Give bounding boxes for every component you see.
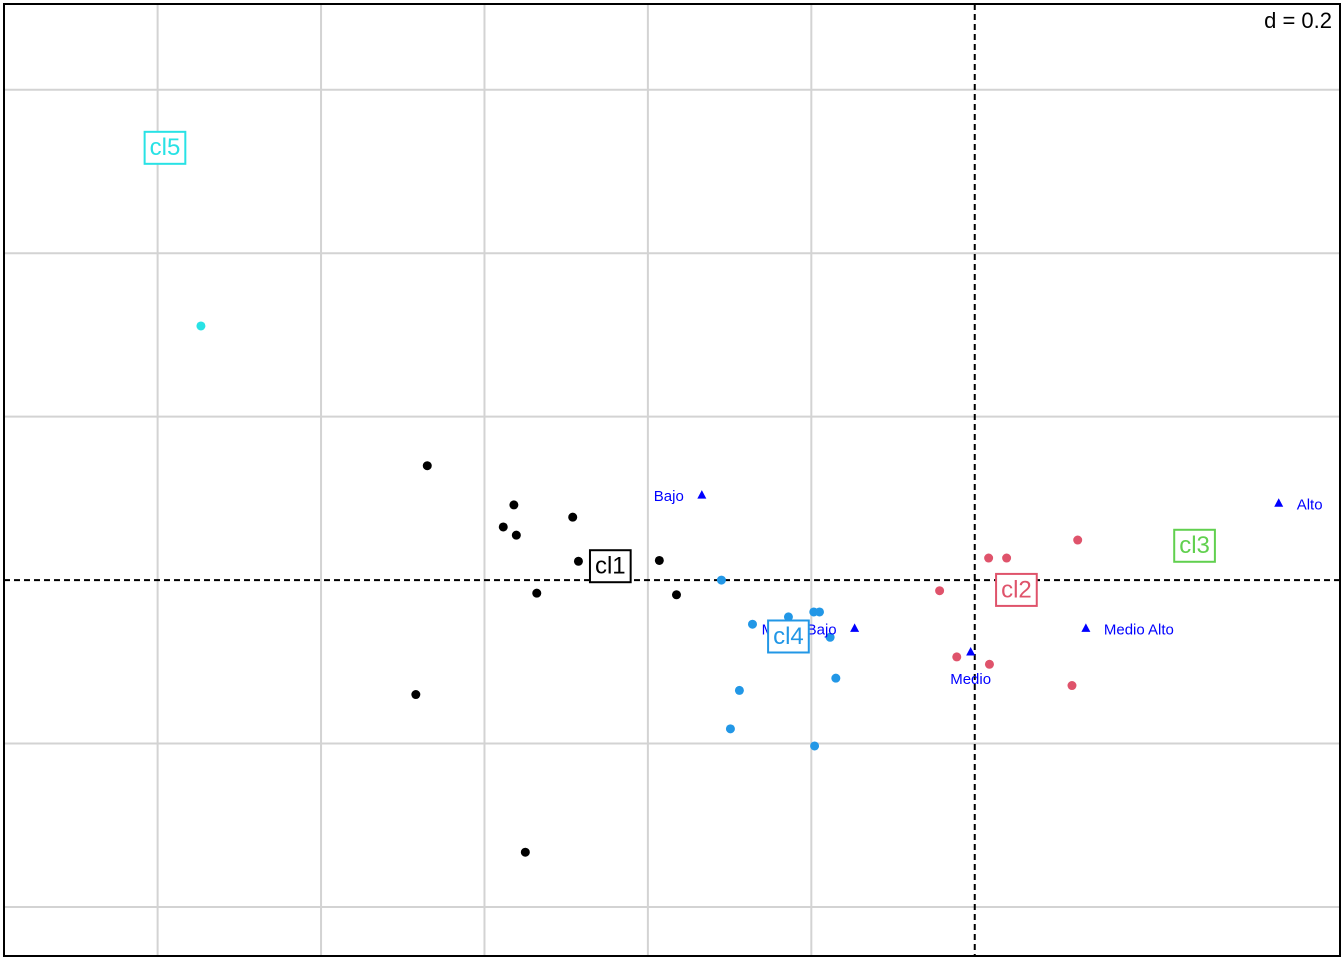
point	[568, 512, 578, 522]
point	[1073, 535, 1083, 545]
level-point	[850, 623, 860, 632]
class-label-box	[143, 130, 187, 165]
point	[716, 575, 726, 585]
point	[984, 553, 994, 563]
point	[573, 556, 583, 566]
scale-annotation: d = 0.2	[1264, 8, 1332, 33]
point	[654, 555, 664, 565]
point	[783, 612, 793, 622]
point	[725, 724, 735, 734]
point	[1002, 553, 1012, 563]
point	[1067, 681, 1077, 691]
point	[810, 741, 820, 751]
class-label-box	[995, 572, 1038, 607]
level-label: Alto	[1297, 496, 1323, 513]
level-label: Medio Alto	[1104, 621, 1174, 638]
level-label: Bajo	[654, 488, 684, 505]
point	[422, 461, 432, 471]
plot-border	[3, 3, 1341, 957]
level-point	[1081, 623, 1091, 632]
marks	[196, 321, 1284, 857]
class-label: cl4	[773, 623, 804, 650]
class-label-box	[1173, 528, 1216, 563]
class-label-box	[767, 619, 810, 654]
level-point	[966, 647, 976, 656]
point	[814, 607, 824, 617]
point	[734, 685, 744, 695]
point	[825, 632, 835, 642]
level-point	[1274, 498, 1284, 507]
point	[831, 673, 841, 683]
level-label: Medio	[950, 671, 991, 688]
point	[671, 590, 681, 600]
class-label: cl5	[150, 134, 181, 161]
point	[509, 500, 519, 510]
point	[511, 530, 521, 540]
point	[498, 522, 508, 532]
point	[935, 586, 945, 596]
point	[984, 659, 994, 669]
point	[747, 619, 757, 629]
grid	[4, 4, 1340, 956]
point	[411, 690, 421, 700]
point	[952, 652, 962, 662]
class-label-box	[588, 549, 632, 584]
level-point	[697, 490, 707, 499]
point	[196, 321, 206, 331]
class-label: cl2	[1001, 576, 1032, 603]
class-label: cl3	[1179, 532, 1210, 559]
point	[532, 588, 542, 598]
class-label: cl1	[595, 553, 626, 580]
point	[520, 847, 530, 857]
